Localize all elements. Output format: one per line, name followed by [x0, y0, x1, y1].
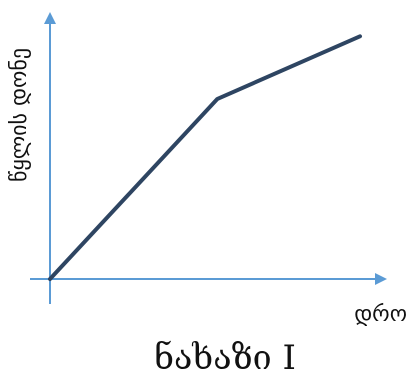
y-axis-label: წყლის დონე — [7, 48, 32, 182]
series-layer — [48, 34, 362, 281]
x-axis-label: დრო — [354, 302, 407, 327]
figure-caption: ნახაზი I — [154, 338, 296, 378]
series-line-1 — [48, 34, 362, 281]
